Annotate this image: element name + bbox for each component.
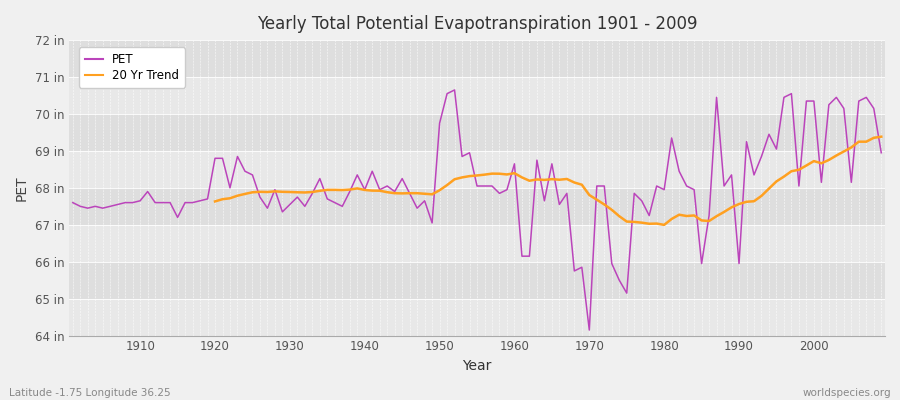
- Bar: [69, 77, 885, 114]
- Bar: [69, 299, 885, 336]
- Y-axis label: PET: PET: [15, 175, 29, 201]
- Bar: [69, 188, 885, 225]
- Title: Yearly Total Potential Evapotranspiration 1901 - 2009: Yearly Total Potential Evapotranspiratio…: [256, 15, 698, 33]
- Bar: [69, 40, 885, 77]
- Legend: PET, 20 Yr Trend: PET, 20 Yr Trend: [79, 48, 185, 88]
- Bar: [69, 262, 885, 299]
- Bar: [69, 225, 885, 262]
- Bar: [69, 114, 885, 151]
- Text: worldspecies.org: worldspecies.org: [803, 388, 891, 398]
- Text: Latitude -1.75 Longitude 36.25: Latitude -1.75 Longitude 36.25: [9, 388, 171, 398]
- Bar: [69, 151, 885, 188]
- X-axis label: Year: Year: [463, 359, 491, 373]
